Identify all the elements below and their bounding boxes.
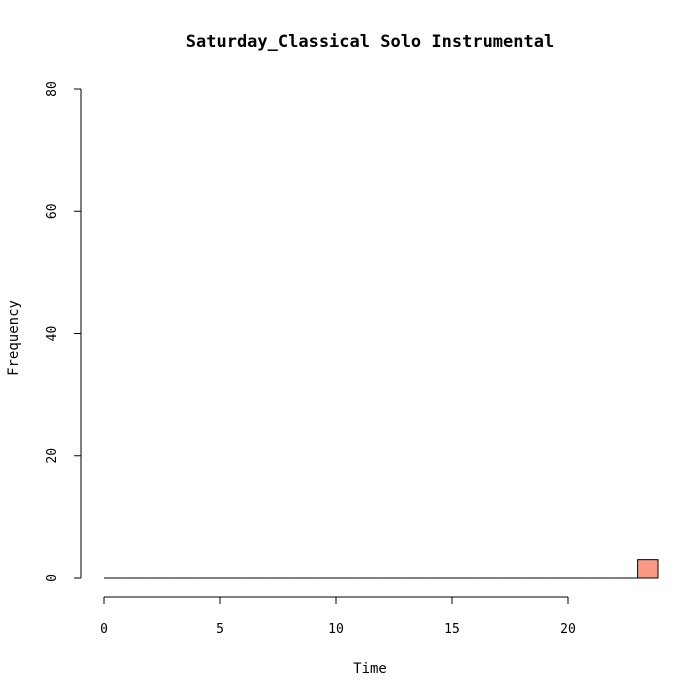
chart-title: Saturday_Classical Solo Instrumental	[186, 32, 554, 52]
histogram-bar	[637, 559, 659, 579]
x-axis-title: Time	[353, 661, 387, 677]
x-tick-label: 5	[216, 622, 224, 637]
bars-group	[104, 559, 659, 579]
x-tick-label: 10	[328, 622, 344, 637]
x-axis: 0 5 10 15 20	[100, 596, 576, 637]
y-tick-label: 20	[45, 448, 60, 464]
y-tick-label: 40	[45, 326, 60, 342]
y-tick-label: 60	[45, 203, 60, 219]
y-axis-title: Frequency	[6, 300, 22, 376]
y-axis: 0 20 40 60 80	[45, 81, 82, 582]
x-tick-label: 15	[444, 622, 460, 637]
x-tick-label: 0	[100, 622, 108, 637]
y-tick-label: 80	[45, 81, 60, 97]
y-tick-label: 0	[45, 574, 60, 582]
x-tick-label: 20	[560, 622, 576, 637]
